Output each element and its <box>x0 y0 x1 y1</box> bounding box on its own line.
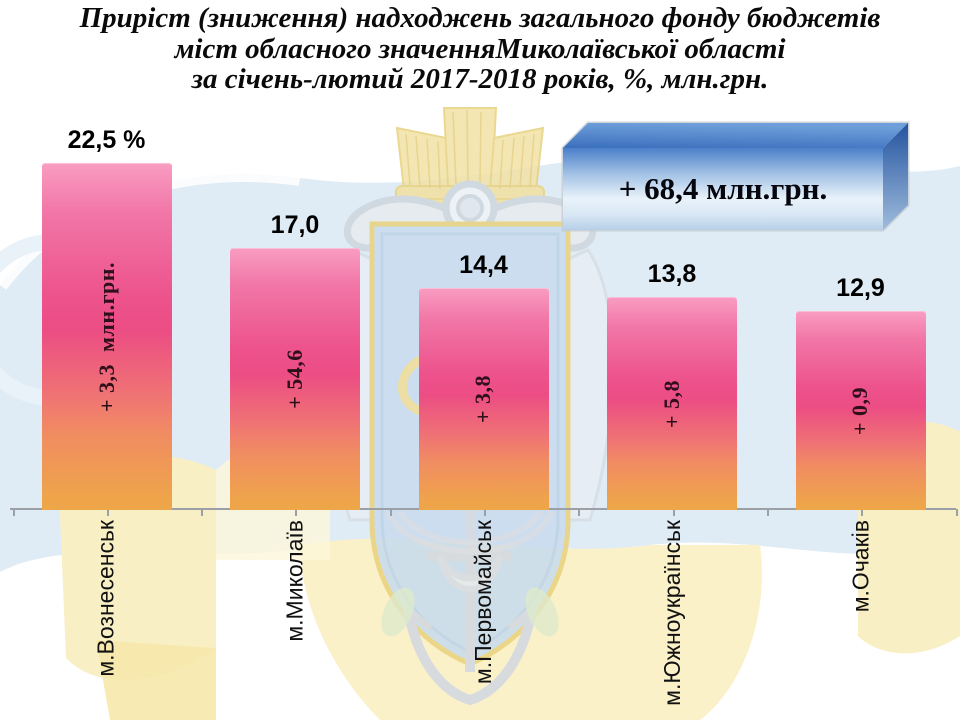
bottom-scroll <box>385 510 555 592</box>
title-line-3: за січень-лютий 2017-2018 років, %, млн.… <box>191 63 769 96</box>
x-axis-tick <box>766 509 769 516</box>
title-line-2: міст обласного значенняМиколаївської обл… <box>174 32 786 65</box>
callout-box-shape <box>561 121 910 232</box>
x-axis-tick <box>295 509 298 516</box>
bar-3: + 3,8 <box>418 288 549 510</box>
bar-1: + 3,3 млн.грн. <box>41 163 172 510</box>
x-axis-tick <box>106 509 109 516</box>
bar-5: + 0,9 <box>795 311 926 510</box>
flag-ribbon-yellow-left <box>58 454 216 681</box>
x-axis-tick <box>12 509 15 516</box>
x-axis-tick <box>955 509 958 516</box>
x-axis-tick <box>389 509 392 516</box>
bar-4: + 5,8 <box>607 297 737 510</box>
flag-ribbon-yellow-corner <box>96 640 216 720</box>
bar-value-label: 14,4 <box>459 251 508 279</box>
chart-title: Приріст (зниження) надходжень загального… <box>0 3 960 95</box>
laurel-left <box>381 587 415 637</box>
x-axis-tick <box>672 509 675 516</box>
laurel-right <box>525 587 559 637</box>
x-axis-tick <box>861 509 864 516</box>
x-axis-tick <box>484 509 486 516</box>
bar-value-label: 12,9 <box>836 274 885 302</box>
bar-value-label: 17,0 <box>270 211 320 239</box>
bar-2: + 54,6 <box>230 248 360 510</box>
x-axis-tick <box>201 509 204 516</box>
bar-value-label: 22,5 % <box>67 126 146 154</box>
callout-total-label: + 68,4 млн.грн. <box>618 171 828 206</box>
x-axis-tick <box>578 509 581 516</box>
bar-value-label: 13,8 <box>647 260 697 288</box>
title-line-1: Приріст (зниження) надходжень загального… <box>79 2 881 34</box>
